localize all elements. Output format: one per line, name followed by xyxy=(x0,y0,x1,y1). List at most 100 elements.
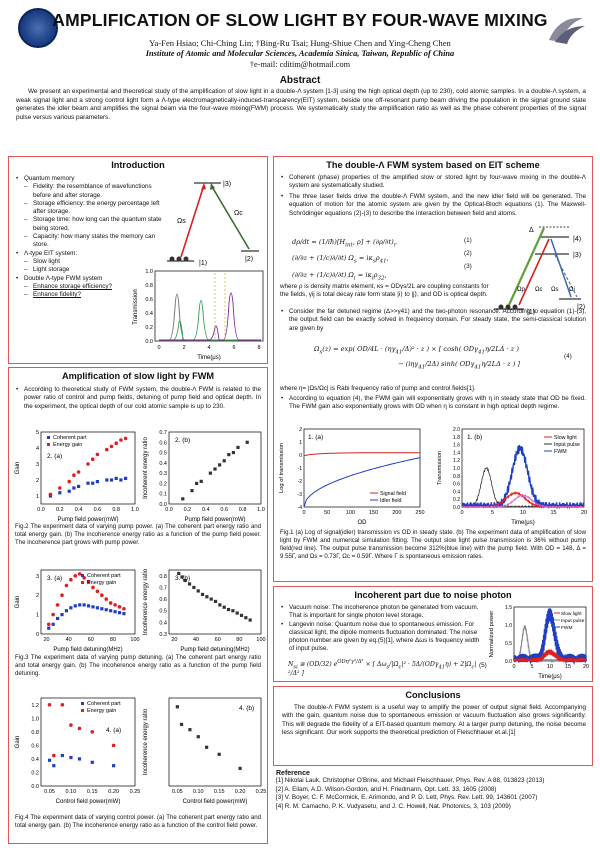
legend-marker xyxy=(47,443,50,446)
x-tick-label: 0.15 xyxy=(214,789,225,795)
data-point xyxy=(77,484,81,488)
fig4a-chart: 0.0 0.2 0.4 0.6 0.8 1.0 1.2 0.05 0.10 0.15 0.20 0.2… xyxy=(15,697,140,805)
intro-plot-xlabel: Time(μs) xyxy=(197,355,221,361)
y-axis-label: Incoherence energy ratio xyxy=(143,708,149,775)
poster-title: AMPLIFICATION OF SLOW LIGHT BY FOUR-WAVE… xyxy=(52,10,548,30)
double-lambda-bullet-1: Coherent (phase) properties of the ampli… xyxy=(280,174,586,191)
legend-marker xyxy=(81,702,84,705)
data-point xyxy=(181,497,185,501)
level-4-label: |4⟩ xyxy=(573,235,582,243)
data-point xyxy=(179,722,184,726)
y-tick-label: 0.3 xyxy=(159,632,167,638)
data-point xyxy=(188,728,192,732)
x-tick-label: 0.10 xyxy=(66,789,77,795)
data-point xyxy=(119,438,123,442)
data-point xyxy=(226,607,231,612)
data-point xyxy=(91,605,95,609)
double-lambda-bullet-2: The three laser fields drive the double-… xyxy=(280,193,586,218)
data-point xyxy=(46,622,51,627)
bloch-maxwell-equations: dρ/dt = (1/iħ)[Hint, ρ] + (∂ρ/∂t)r (∂/∂z… xyxy=(292,236,462,285)
intro-item: Slow light xyxy=(15,258,165,267)
y-tick-label: 1 xyxy=(36,613,39,619)
data-point xyxy=(86,481,90,485)
x-tick-label: 6 xyxy=(232,345,235,351)
data-point xyxy=(111,743,116,748)
y-axis-label: Gain xyxy=(15,596,21,609)
omega-s-label: Ωs xyxy=(177,218,186,225)
y-tick-label: 0.0 xyxy=(505,659,512,665)
x-tick-label: 100 xyxy=(256,637,265,643)
intro-item: Quantum memory xyxy=(15,175,165,184)
conclusions-heading: Conclusions xyxy=(405,690,461,700)
y-tick-label: 1.5 xyxy=(505,605,512,611)
x-tick-label: 0.8 xyxy=(239,507,247,513)
omega-c-label: Ωc xyxy=(234,210,243,217)
x-axis-label: Control field power(mW) xyxy=(183,799,248,805)
panel-label: 3. (a) xyxy=(47,575,62,582)
y-tick-label: 2 xyxy=(36,593,39,599)
fig2-caption: Fig.2 The experiment data of varying pum… xyxy=(15,523,261,546)
slow-light-trace xyxy=(513,648,587,664)
legend-marker xyxy=(81,581,84,584)
lambda-diagram: |3⟩ |2⟩ |1⟩ Ωs Ωc xyxy=(167,180,259,267)
x-tick-label: 0.0 xyxy=(37,507,45,513)
data-point xyxy=(72,486,76,490)
data-point xyxy=(52,753,56,758)
data-point xyxy=(69,723,73,727)
data-point xyxy=(208,471,212,475)
y-tick-label: 1.0 xyxy=(505,623,512,629)
data-point xyxy=(192,585,196,590)
data-point xyxy=(180,575,184,579)
panel-label: 2. (b) xyxy=(175,437,190,444)
x-tick-label: 10 xyxy=(547,664,553,670)
data-point xyxy=(95,480,99,484)
data-point xyxy=(86,579,91,584)
amplification-intro: According to theoretical study of FWM sy… xyxy=(15,386,261,411)
plot-frame xyxy=(168,431,262,505)
data-point xyxy=(91,481,95,485)
double-lambda-bullet-4: According to equation (4), the FWM gain … xyxy=(280,395,586,412)
y-tick-label: 0.6 xyxy=(159,597,167,603)
data-point xyxy=(231,609,235,613)
legend-label: Coherent part xyxy=(53,435,87,441)
intro-item: Fidelity: the resemblance of wavefunctio… xyxy=(15,183,165,200)
x-tick-label: 0.10 xyxy=(193,789,204,795)
institute: Institute of Atomic and Molecular Scienc… xyxy=(145,49,455,58)
intro-item: Storage efficiency: the energy percentag… xyxy=(15,200,165,217)
data-point xyxy=(60,593,64,598)
x-tick-label: 0.8 xyxy=(112,507,120,513)
idler-arrow xyxy=(554,254,578,298)
data-point xyxy=(47,702,52,707)
y-axis-label: Normalized power xyxy=(489,611,495,658)
plot-frame xyxy=(40,569,136,635)
intro-transmission-plot: 0.0 0.2 0.4 0.6 0.8 1.0 0 2 4 6 8 Transmission Ti… xyxy=(133,269,264,361)
y-axis-label: Transmission xyxy=(437,451,443,485)
y-tick-label: 0.3 xyxy=(159,471,167,477)
omega-p-label: Ωp xyxy=(517,287,525,293)
data-point xyxy=(77,572,82,576)
x-tick-label: 80 xyxy=(110,637,116,643)
data-point xyxy=(72,473,76,477)
omega-c-label: Ωc xyxy=(535,287,543,293)
references-heading: Reference xyxy=(276,770,310,777)
intro-item: Storage time: how long can the quantum s… xyxy=(15,216,165,233)
abstract-heading: Abstract xyxy=(279,75,321,86)
data-point xyxy=(91,585,95,590)
y-tick-label: 0.1 xyxy=(159,492,167,498)
omega-s-label: Ωs xyxy=(551,287,559,293)
reference-item: [1] Nikolai Lauk, Christopher O'Brine, a… xyxy=(276,777,545,784)
fig2a-chart: 1 2 3 4 5 0.0 0.2 0.4 0.6 0.8 1.0 Pump field power(… xyxy=(15,430,139,523)
panel-label: 3. (b) xyxy=(175,575,190,582)
y-tick-label: 4 xyxy=(36,446,39,452)
reference-list: [1] Nikolai Lauk, Christopher O'Brine, a… xyxy=(276,777,592,811)
data-point xyxy=(52,764,56,768)
data-point xyxy=(114,476,118,480)
y-tick-label: 0 xyxy=(36,632,39,638)
double-lambda-panel: The double-Λ FWM system based on EIT sch… xyxy=(273,156,593,582)
x-tick-label: 20 xyxy=(171,637,177,643)
x-axis-label: Time(μs) xyxy=(538,674,562,680)
delta-label: Δ xyxy=(529,227,534,234)
data-point xyxy=(109,444,114,449)
email: †e-mail: cditim@hotmail.com xyxy=(249,60,351,69)
y-tick-label: 3 xyxy=(36,462,39,468)
